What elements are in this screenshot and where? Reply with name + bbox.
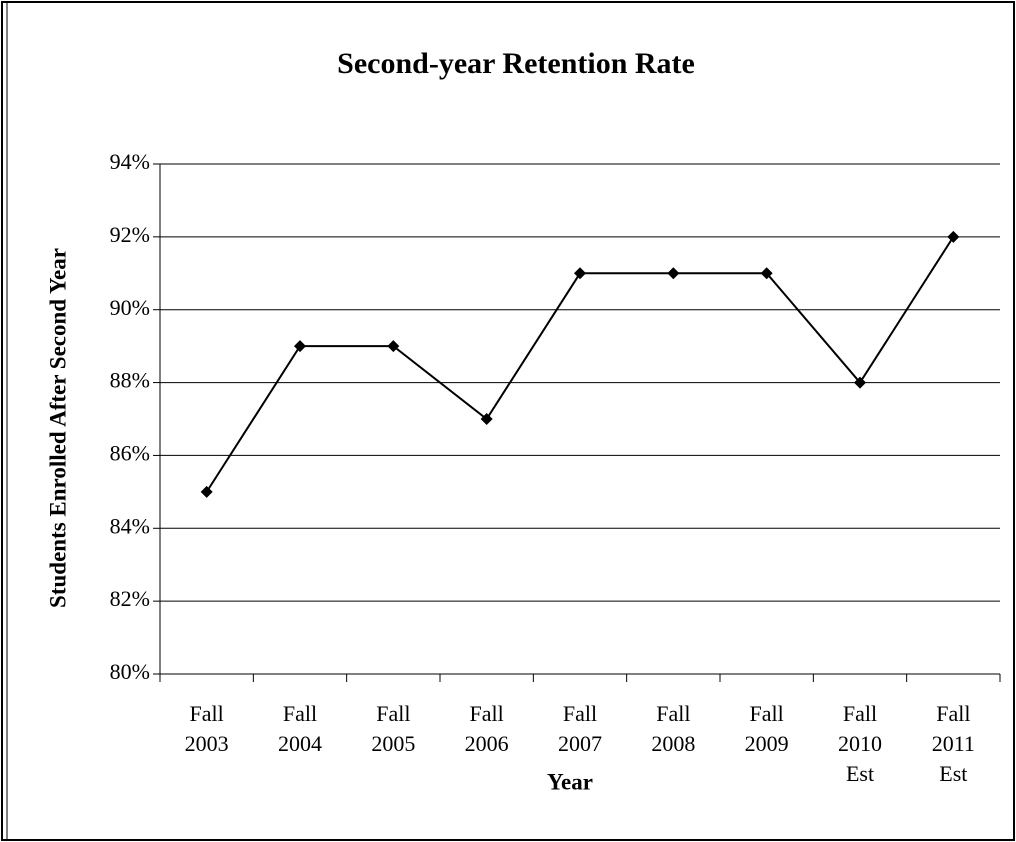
x-tick-label: Fall 2004: [278, 701, 322, 756]
x-axis-title: Year: [547, 769, 593, 794]
y-tick-label: 90%: [110, 295, 150, 320]
marker: [200, 485, 213, 498]
marker: [574, 267, 586, 280]
x-tick-label: Fall 2003: [184, 701, 229, 756]
marker: [294, 340, 306, 353]
x-tick-label: Fall 2011 Est: [931, 701, 975, 786]
y-tick-label: 94%: [110, 149, 150, 174]
x-tick-label: Fall 2010 Est: [838, 701, 882, 786]
x-tick-label: Fall 2006: [464, 701, 509, 756]
y-tick-label: 82%: [110, 586, 150, 611]
y-tick-label: 86%: [110, 440, 150, 465]
marker: [667, 267, 680, 280]
y-tick-label: 92%: [110, 222, 150, 247]
y-tick-label: 84%: [110, 513, 150, 538]
y-tick-label: 88%: [110, 368, 150, 393]
x-tick-label: Fall 2007: [558, 701, 602, 756]
y-tick-label: 80%: [110, 659, 150, 684]
marker: [387, 340, 400, 353]
marker: [947, 230, 960, 243]
chart-title: Second-year Retention Rate: [337, 47, 695, 80]
x-tick-label: Fall 2005: [371, 701, 416, 756]
marker: [480, 413, 493, 425]
x-tick-label: Fall 2008: [651, 701, 696, 756]
marker: [854, 376, 866, 389]
y-axis-title: Students Enrolled After Second Year: [45, 248, 70, 608]
x-tick-label: Fall 2009: [744, 701, 789, 756]
marker: [760, 267, 773, 280]
